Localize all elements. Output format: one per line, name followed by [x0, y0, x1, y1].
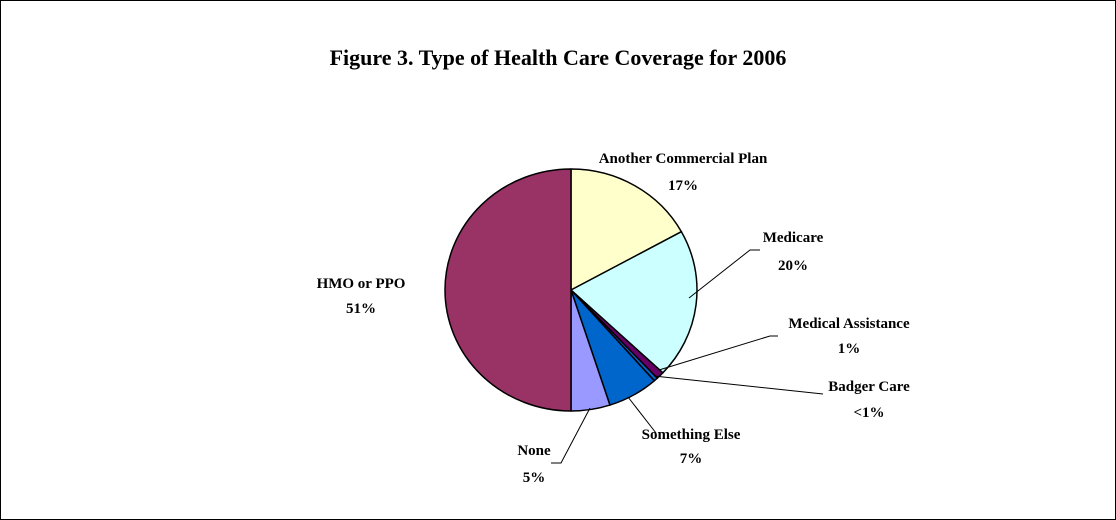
- chart-title: Figure 3. Type of Health Care Coverage f…: [329, 45, 787, 70]
- slice-label-hmo-or-ppo: HMO or PPO: [317, 276, 406, 292]
- leader-line-medical-assistance: [658, 335, 778, 371]
- slice-label-another-commercial-plan: Another Commercial Plan: [599, 151, 768, 167]
- slice-value-hmo-or-ppo: 51%: [346, 301, 376, 317]
- leader-line-badger-care: [653, 375, 824, 395]
- slice-value-none: 5%: [523, 470, 546, 486]
- slice-label-medical-assistance: Medical Assistance: [788, 316, 910, 332]
- slice-value-medical-assistance: 1%: [838, 341, 861, 357]
- pie-slice-medicare: [570, 230, 698, 374]
- slice-label-medicare: Medicare: [763, 230, 824, 246]
- slice-value-another-commercial-plan: 17%: [668, 178, 698, 194]
- leader-line-none: [551, 407, 591, 464]
- slice-label-something-else: Something Else: [642, 427, 741, 443]
- pie-slice-another-commercial-plan: [570, 168, 683, 291]
- slice-value-badger-care: <1%: [853, 405, 884, 421]
- slice-value-something-else: 7%: [680, 451, 703, 467]
- slice-value-medicare: 20%: [778, 258, 808, 274]
- pie-slice-hmo-or-ppo: [444, 168, 572, 412]
- slice-label-badger-care: Badger Care: [828, 379, 910, 395]
- slice-label-none: None: [517, 443, 551, 459]
- leader-line-something-else: [627, 396, 657, 434]
- leader-line-medicare: [688, 249, 760, 299]
